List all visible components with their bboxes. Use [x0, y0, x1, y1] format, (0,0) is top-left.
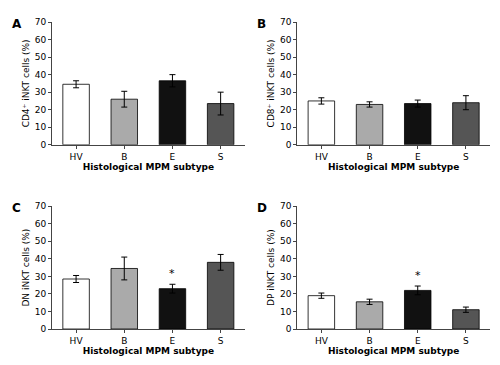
svg-text:Histological MPM subtype: Histological MPM subtype — [83, 346, 214, 356]
svg-text:50: 50 — [35, 52, 47, 62]
svg-text:0: 0 — [286, 140, 292, 150]
svg-text:Histological MPM subtype: Histological MPM subtype — [83, 162, 214, 172]
svg-text:60: 60 — [280, 35, 292, 45]
svg-text:B: B — [257, 17, 266, 31]
svg-text:E: E — [415, 336, 421, 346]
svg-text:40: 40 — [35, 254, 47, 264]
svg-text:10: 10 — [35, 307, 47, 317]
svg-text:DN iNKT cells (%): DN iNKT cells (%) — [21, 229, 31, 307]
svg-text:A: A — [12, 17, 22, 31]
svg-text:S: S — [463, 152, 469, 162]
svg-text:70: 70 — [280, 201, 292, 211]
svg-text:D: D — [257, 201, 267, 215]
svg-text:20: 20 — [35, 105, 47, 115]
svg-text:*: * — [169, 267, 175, 280]
svg-text:DP iNKT cells (%): DP iNKT cells (%) — [266, 229, 276, 306]
svg-text:30: 30 — [280, 272, 292, 282]
svg-text:20: 20 — [280, 289, 292, 299]
svg-text:C: C — [12, 201, 21, 215]
svg-text:60: 60 — [35, 219, 47, 229]
svg-text:HV: HV — [315, 336, 329, 346]
svg-text:60: 60 — [280, 219, 292, 229]
svg-text:HV: HV — [70, 336, 84, 346]
svg-text:70: 70 — [35, 201, 47, 211]
svg-text:50: 50 — [35, 236, 47, 246]
svg-text:S: S — [218, 152, 224, 162]
svg-text:0: 0 — [40, 324, 46, 334]
svg-text:0: 0 — [286, 324, 292, 334]
svg-text:HV: HV — [70, 152, 84, 162]
svg-text:HV: HV — [315, 152, 329, 162]
svg-text:CD8⁺ iNKT cells (%): CD8⁺ iNKT cells (%) — [266, 39, 276, 127]
svg-text:E: E — [415, 152, 421, 162]
svg-text:S: S — [463, 336, 469, 346]
svg-text:10: 10 — [280, 307, 292, 317]
svg-text:30: 30 — [280, 87, 292, 97]
svg-text:*: * — [415, 269, 421, 282]
svg-text:E: E — [170, 152, 176, 162]
svg-text:E: E — [170, 336, 176, 346]
svg-text:70: 70 — [35, 17, 47, 27]
svg-text:30: 30 — [35, 87, 47, 97]
svg-text:Histological MPM subtype: Histological MPM subtype — [328, 162, 459, 172]
svg-text:S: S — [218, 336, 224, 346]
svg-text:B: B — [121, 336, 127, 346]
svg-text:10: 10 — [35, 122, 47, 132]
svg-text:CD4⁺ iNKT cells (%): CD4⁺ iNKT cells (%) — [21, 39, 31, 127]
svg-text:50: 50 — [280, 236, 292, 246]
svg-text:0: 0 — [40, 140, 46, 150]
svg-text:B: B — [121, 152, 127, 162]
svg-text:10: 10 — [280, 122, 292, 132]
svg-text:B: B — [366, 336, 372, 346]
svg-text:30: 30 — [35, 272, 47, 282]
svg-text:20: 20 — [280, 105, 292, 115]
svg-text:40: 40 — [280, 254, 292, 264]
svg-text:B: B — [366, 152, 372, 162]
svg-text:40: 40 — [280, 70, 292, 80]
svg-text:20: 20 — [35, 289, 47, 299]
svg-text:60: 60 — [35, 35, 47, 45]
svg-text:Histological MPM subtype: Histological MPM subtype — [328, 346, 459, 356]
svg-text:50: 50 — [280, 52, 292, 62]
svg-text:70: 70 — [280, 17, 292, 27]
svg-text:40: 40 — [35, 70, 47, 80]
